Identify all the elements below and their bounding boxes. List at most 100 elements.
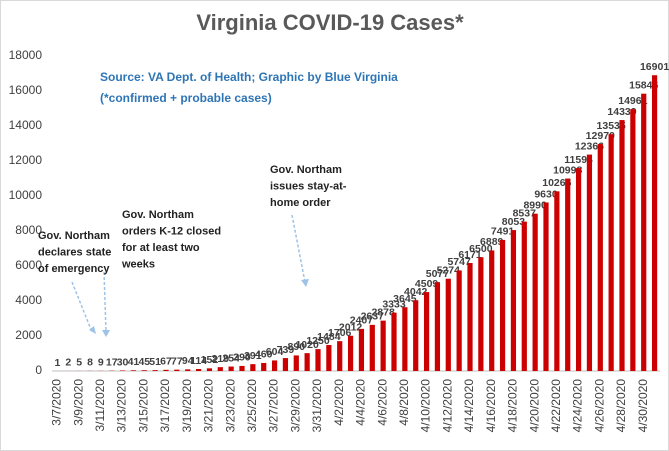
bar	[250, 364, 256, 371]
value-label: 13535	[597, 120, 626, 132]
value-label: 4042	[404, 286, 428, 298]
bar	[239, 365, 245, 371]
x-tick-label: 4/10/2020	[419, 379, 433, 433]
subtitle: Source: VA Dept. of Health; Graphic by B…	[100, 70, 398, 84]
value-label: 7491	[491, 226, 515, 238]
annotation: orders K-12 closed	[122, 225, 221, 237]
value-label: 9	[98, 357, 104, 369]
value-label: 290	[233, 352, 251, 364]
bar	[326, 345, 332, 371]
bar	[467, 263, 473, 371]
bar	[402, 307, 408, 371]
value-label: 391	[244, 350, 262, 362]
value-label: 94	[182, 355, 194, 367]
value-label: 14339	[607, 106, 636, 118]
value-label: 1	[55, 357, 61, 369]
arrows	[71, 214, 306, 333]
bar	[499, 239, 506, 371]
value-label: 2	[65, 357, 71, 369]
x-tick-label: 3/17/2020	[158, 379, 172, 433]
bar	[641, 93, 647, 371]
value-label: 10998	[553, 164, 582, 176]
bar	[456, 270, 462, 371]
x-tick-label: 3/19/2020	[180, 379, 194, 433]
value-label: 5747	[447, 256, 471, 268]
bar	[434, 282, 441, 371]
bar	[228, 366, 234, 371]
value-label: 8537	[513, 207, 537, 219]
bar	[315, 349, 321, 371]
bar	[282, 358, 289, 371]
value-label: 5	[76, 357, 82, 369]
bar	[532, 213, 538, 371]
value-label: 1484	[317, 331, 341, 343]
bar	[293, 355, 299, 371]
value-label: 8	[87, 357, 93, 369]
bar	[358, 328, 365, 371]
value-label: 604	[266, 346, 284, 358]
arrowheads	[89, 279, 309, 337]
annotation: of emergency	[38, 263, 110, 275]
bar	[369, 324, 375, 371]
bar	[619, 120, 625, 371]
x-tick-label: 3/13/2020	[115, 379, 129, 433]
bar	[521, 221, 527, 371]
annotation: declares state	[38, 246, 111, 258]
x-tick-label: 4/24/2020	[571, 379, 585, 433]
bar	[206, 368, 213, 371]
value-label: 254	[222, 352, 240, 364]
y-tick-label: 4000	[15, 293, 42, 307]
annotation: Gov. Northam	[122, 209, 194, 221]
x-tick-label: 3/15/2020	[136, 379, 150, 433]
y-tick-label: 14000	[9, 118, 43, 132]
value-label: 5077	[426, 268, 450, 280]
value-label: 16901	[640, 61, 669, 73]
bar	[152, 370, 158, 371]
bar	[261, 362, 267, 371]
value-label: 12366	[575, 140, 604, 152]
bar	[554, 191, 560, 371]
annotation: weeks	[121, 258, 155, 270]
subtitle: (*confirmed + probable cases)	[100, 91, 272, 105]
bar	[304, 353, 310, 371]
x-tick-label: 3/23/2020	[223, 379, 237, 433]
value-label: 152	[201, 354, 219, 366]
bar	[608, 134, 614, 371]
bar	[163, 369, 169, 371]
y-tick-label: 16000	[9, 83, 43, 97]
x-tick-label: 3/27/2020	[267, 379, 281, 433]
value-label: 6889	[480, 236, 504, 248]
x-tick-label: 3/29/2020	[288, 379, 302, 433]
bar	[195, 369, 202, 371]
x-tick-label: 3/7/2020	[50, 379, 64, 426]
bar	[630, 109, 636, 372]
y-tick-label: 8000	[15, 223, 42, 237]
value-label: 45	[138, 356, 150, 368]
x-tick-label: 4/14/2020	[462, 379, 476, 433]
value-label: 6500	[469, 243, 493, 255]
value-label: 11594	[564, 154, 593, 166]
bar	[380, 320, 386, 371]
annotation: Gov. Northam	[38, 230, 110, 242]
x-tick-label: 4/12/2020	[440, 379, 454, 433]
value-label: 67	[160, 356, 172, 368]
bar	[565, 178, 571, 371]
y-tick-label: 12000	[9, 153, 43, 167]
x-tick-label: 4/18/2020	[506, 379, 520, 433]
y-tick-label: 10000	[9, 188, 43, 202]
value-label: 10266	[542, 177, 571, 189]
bar	[141, 370, 147, 371]
value-label: 41	[128, 356, 140, 368]
value-label: 219	[212, 353, 230, 365]
x-tick-label: 4/16/2020	[484, 379, 498, 433]
value-label: 890	[288, 341, 306, 353]
value-label: 1250	[306, 335, 330, 347]
value-label: 8053	[502, 216, 526, 228]
x-tick-label: 4/4/2020	[354, 379, 368, 426]
bar	[423, 292, 430, 371]
x-tick-label: 4/6/2020	[375, 379, 389, 426]
bar	[217, 367, 223, 371]
bar	[543, 202, 549, 371]
bar	[347, 335, 354, 371]
bar	[478, 257, 484, 371]
